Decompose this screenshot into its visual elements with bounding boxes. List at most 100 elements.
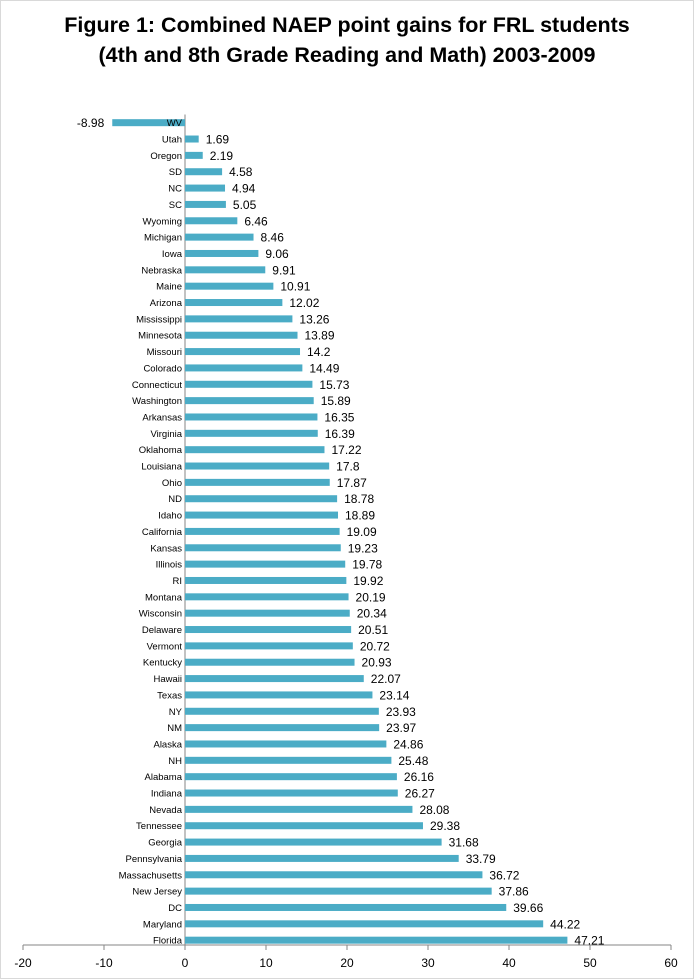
bar-36 bbox=[185, 707, 379, 715]
bar-40 bbox=[185, 773, 397, 781]
bar-10 bbox=[185, 282, 274, 290]
category-label-26: Kansas bbox=[150, 543, 182, 554]
bar-0 bbox=[112, 119, 185, 127]
bar-1 bbox=[185, 135, 199, 143]
bar-47 bbox=[185, 887, 492, 895]
data-label-37: 23.97 bbox=[386, 721, 416, 735]
category-label-48: DC bbox=[168, 903, 182, 914]
bar-7 bbox=[185, 233, 254, 241]
bar-48 bbox=[185, 903, 507, 911]
category-label-8: Iowa bbox=[162, 249, 183, 260]
category-label-17: Washington bbox=[132, 396, 182, 407]
bar-23 bbox=[185, 495, 338, 503]
category-label-23: ND bbox=[168, 494, 182, 505]
bar-46 bbox=[185, 871, 483, 879]
category-label-32: Vermont bbox=[147, 641, 183, 652]
value-axis-tick-label-3: 10 bbox=[259, 956, 273, 970]
data-label-12: 13.26 bbox=[299, 312, 329, 326]
bar-11 bbox=[185, 299, 283, 307]
data-label-19: 16.39 bbox=[325, 427, 355, 441]
data-label-27: 19.78 bbox=[352, 558, 382, 572]
data-label-39: 25.48 bbox=[398, 754, 428, 768]
category-label-45: Pennsylvania bbox=[125, 854, 182, 865]
category-label-50: Florida bbox=[153, 936, 183, 947]
category-label-47: New Jersey bbox=[132, 887, 182, 898]
category-label-5: SC bbox=[169, 200, 182, 211]
bar-13 bbox=[185, 331, 298, 339]
category-label-44: Georgia bbox=[148, 838, 183, 849]
category-label-24: Idaho bbox=[158, 511, 182, 522]
bar-37 bbox=[185, 724, 380, 732]
data-label-14: 14.2 bbox=[307, 345, 331, 359]
bar-22 bbox=[185, 478, 330, 486]
data-label-33: 20.93 bbox=[362, 656, 392, 670]
data-label-16: 15.73 bbox=[319, 378, 349, 392]
category-label-29: Montana bbox=[145, 592, 183, 603]
data-label-45: 33.79 bbox=[466, 852, 496, 866]
bar-14 bbox=[185, 348, 301, 356]
data-label-20: 17.22 bbox=[331, 443, 361, 457]
value-axis-tick-label-6: 40 bbox=[502, 956, 516, 970]
bar-42 bbox=[185, 805, 413, 813]
data-label-49: 44.22 bbox=[550, 917, 580, 931]
category-label-21: Louisiana bbox=[141, 462, 182, 473]
category-label-43: Tennessee bbox=[136, 821, 182, 832]
category-label-15: Colorado bbox=[143, 363, 182, 374]
data-label-11: 12.02 bbox=[289, 296, 319, 310]
data-label-22: 17.87 bbox=[337, 476, 367, 490]
data-label-21: 17.8 bbox=[336, 460, 360, 474]
data-label-8: 9.06 bbox=[265, 247, 289, 261]
data-label-30: 20.34 bbox=[357, 607, 387, 621]
data-label-26: 19.23 bbox=[348, 541, 378, 555]
category-label-42: Nevada bbox=[149, 805, 182, 816]
data-label-7: 8.46 bbox=[261, 231, 285, 245]
data-label-35: 23.14 bbox=[379, 688, 409, 702]
data-label-3: 4.58 bbox=[229, 165, 253, 179]
bar-44 bbox=[185, 838, 442, 846]
category-label-30: Wisconsin bbox=[139, 609, 182, 620]
bar-39 bbox=[185, 756, 392, 764]
data-label-6: 6.46 bbox=[244, 214, 268, 228]
data-label-13: 13.89 bbox=[305, 329, 335, 343]
category-label-38: Alaska bbox=[153, 739, 182, 750]
data-label-32: 20.72 bbox=[360, 639, 390, 653]
bar-15 bbox=[185, 364, 303, 372]
category-label-13: Minnesota bbox=[138, 331, 183, 342]
value-axis-tick-label-5: 30 bbox=[421, 956, 435, 970]
category-label-6: Wyoming bbox=[142, 216, 182, 227]
category-label-33: Kentucky bbox=[143, 658, 182, 669]
bar-19 bbox=[185, 429, 318, 437]
bar-24 bbox=[185, 511, 339, 519]
bar-45 bbox=[185, 854, 459, 862]
category-label-3: SD bbox=[169, 167, 182, 178]
bar-27 bbox=[185, 560, 346, 568]
value-axis-tick-label-0: -20 bbox=[14, 956, 32, 970]
data-label-43: 29.38 bbox=[430, 819, 460, 833]
category-label-41: Indiana bbox=[151, 789, 183, 800]
bar-18 bbox=[185, 413, 318, 421]
data-label-44: 31.68 bbox=[449, 836, 479, 850]
value-axis-tick-label-7: 50 bbox=[583, 956, 597, 970]
chart-title-line-2: (4th and 8th Grade Reading and Math) 200… bbox=[98, 43, 596, 67]
category-label-11: Arizona bbox=[150, 298, 183, 309]
data-label-9: 9.91 bbox=[272, 263, 296, 277]
data-label-34: 22.07 bbox=[371, 672, 401, 686]
value-axis-tick-label-1: -10 bbox=[95, 956, 113, 970]
category-label-22: Ohio bbox=[162, 478, 182, 489]
category-label-18: Arkansas bbox=[142, 412, 182, 423]
data-label-25: 19.09 bbox=[347, 525, 377, 539]
bar-38 bbox=[185, 740, 387, 748]
category-label-27: Illinois bbox=[156, 560, 183, 571]
bar-31 bbox=[185, 626, 352, 634]
data-label-46: 36.72 bbox=[489, 868, 519, 882]
category-label-10: Maine bbox=[156, 282, 182, 293]
category-label-36: NY bbox=[169, 707, 183, 718]
bar-32 bbox=[185, 642, 353, 650]
category-label-49: Maryland bbox=[143, 919, 182, 930]
chart-title-line-1: Figure 1: Combined NAEP point gains for … bbox=[64, 13, 630, 37]
bar-50 bbox=[185, 936, 568, 944]
data-label-42: 28.08 bbox=[419, 803, 449, 817]
bar-43 bbox=[185, 822, 423, 830]
data-label-36: 23.93 bbox=[386, 705, 416, 719]
data-label-28: 19.92 bbox=[353, 574, 383, 588]
